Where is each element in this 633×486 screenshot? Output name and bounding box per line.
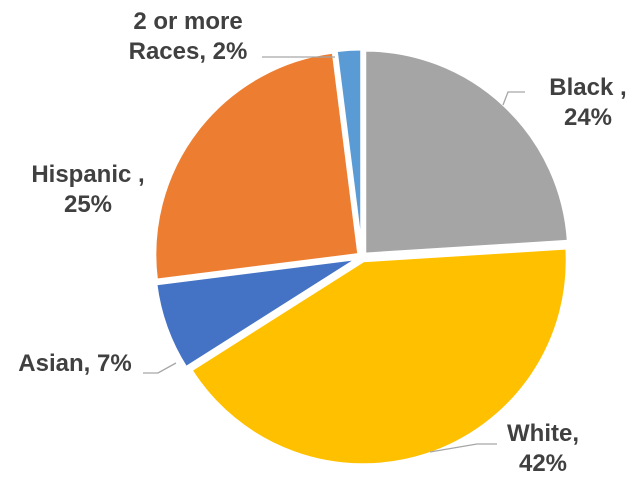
pie-slice-black: [363, 48, 570, 256]
leader-line-white: [429, 443, 497, 453]
pie-slice-asian: [154, 256, 360, 370]
data-label-line: Hispanic ,: [31, 161, 144, 188]
data-labels: Black , 24% White, 42% Asian, 7% Hispanic , 25…: [18, 8, 626, 477]
pie-slice-white: [189, 246, 569, 467]
data-label-line: 2 or more: [133, 8, 242, 35]
data-label-line: Asian, 7%: [18, 350, 131, 377]
data-label-line: 25%: [64, 191, 112, 218]
pie-slice-2-or-more-races: [334, 47, 364, 255]
data-label-line: White,: [507, 420, 579, 447]
data-label-hispanic: Hispanic , 25%: [31, 161, 144, 218]
data-label-line: Races, 2%: [129, 38, 248, 65]
leader-line-black: [502, 91, 525, 106]
pie-slice-hispanic: [153, 50, 361, 282]
data-label-line: 24%: [564, 104, 612, 131]
data-label-line: 42%: [519, 450, 567, 477]
data-label-2-or-more-races: 2 or more Races, 2%: [129, 8, 248, 65]
data-label-white: White, 42%: [507, 420, 579, 477]
data-label-asian: Asian, 7%: [18, 350, 131, 377]
pie-slices: [153, 47, 570, 467]
data-label-black: Black , 24%: [549, 74, 626, 131]
data-label-line: Black ,: [549, 74, 626, 101]
leader-lines: [143, 56, 525, 453]
leader-line-asian: [143, 362, 177, 374]
